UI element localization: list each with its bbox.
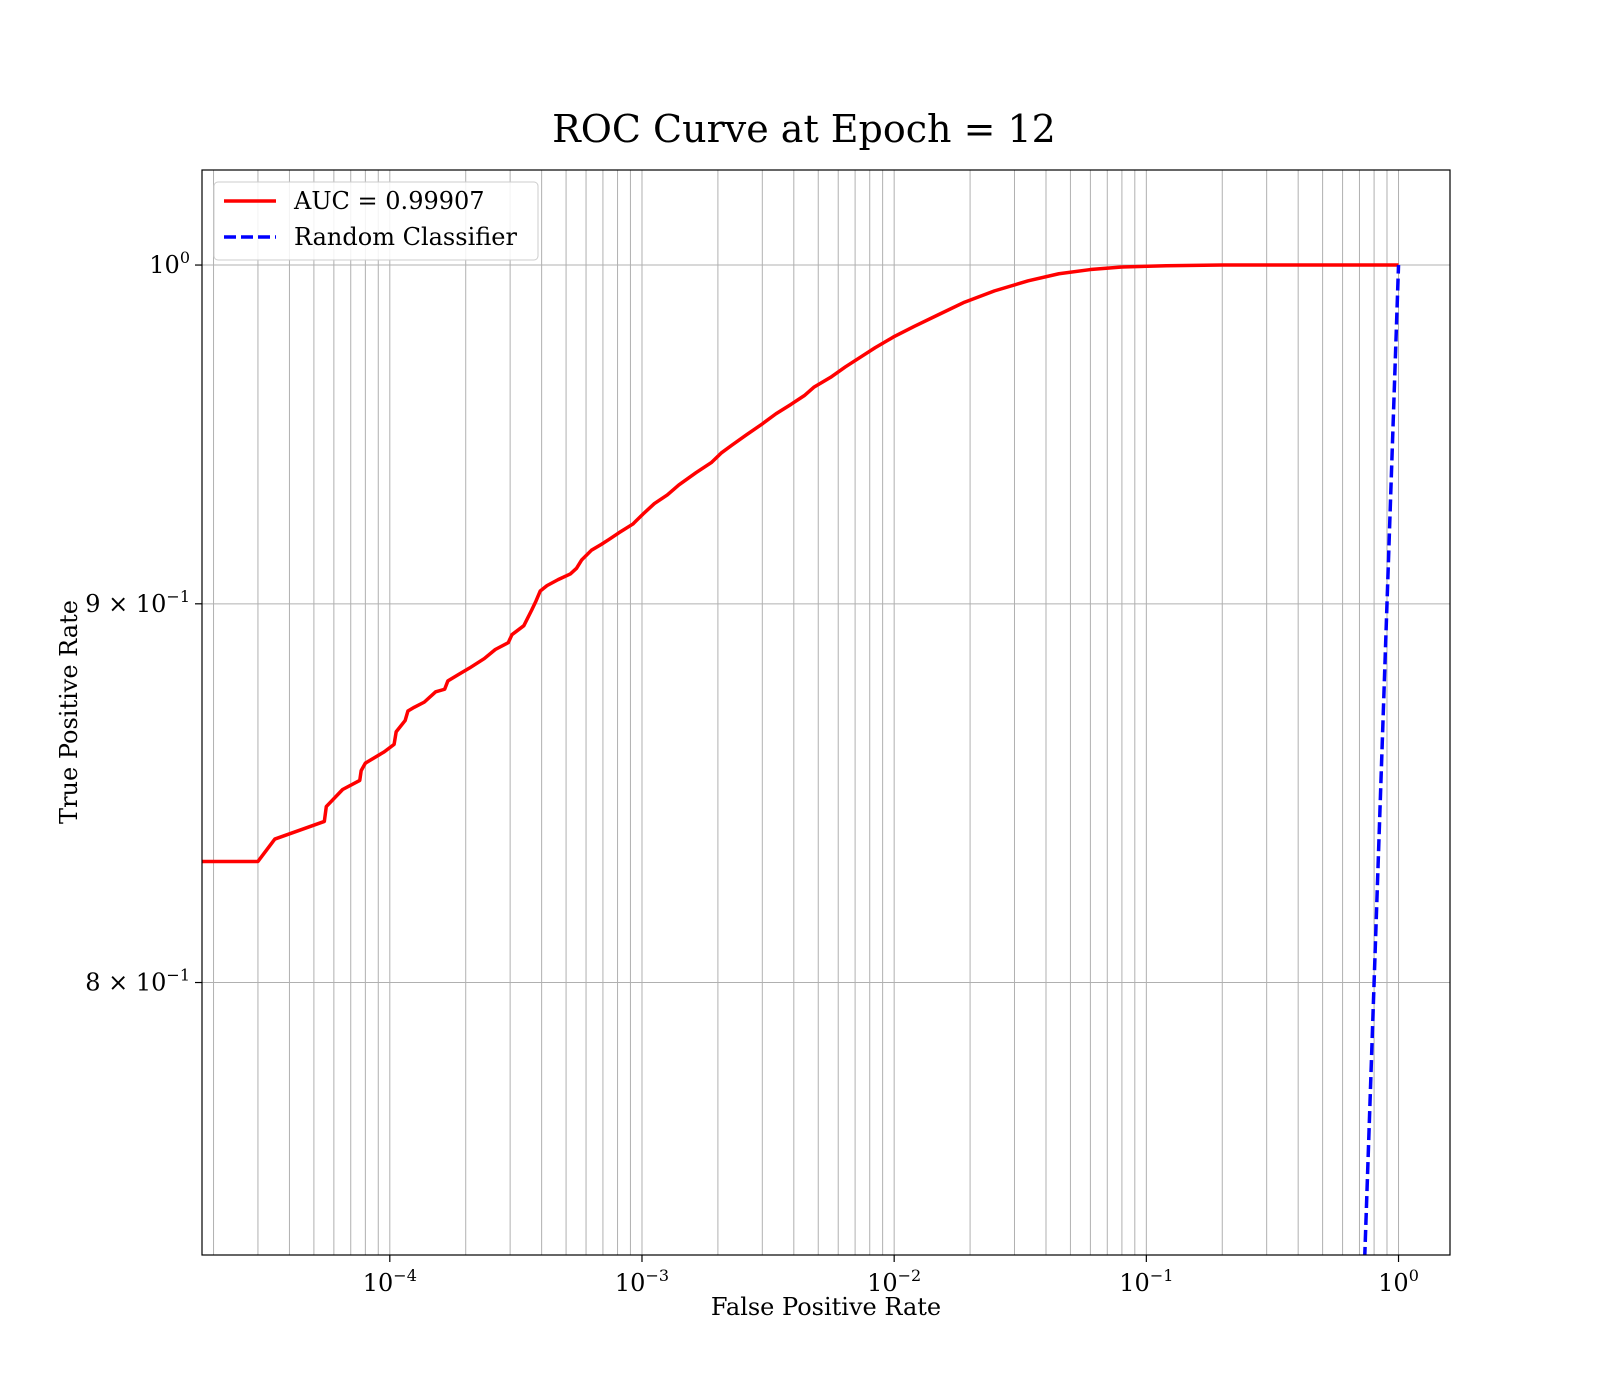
x-tick-label: 10−2 — [867, 1266, 921, 1297]
legend-label-random: Random Classifier — [294, 223, 517, 251]
legend: AUC = 0.99907 Random Classifier — [213, 181, 539, 261]
chart-title: ROC Curve at Epoch = 12 — [552, 107, 1056, 151]
x-tick-label: 10−3 — [615, 1266, 669, 1297]
x-tick-label: 10−1 — [1119, 1266, 1173, 1297]
y-axis-label: True Positive Rate — [55, 600, 83, 824]
x-tick-label: 100 — [1378, 1266, 1419, 1297]
x-axis-label: False Positive Rate — [711, 1293, 941, 1321]
axes-frame — [201, 169, 1451, 1256]
series-line-auc — [202, 263, 1399, 864]
y-tick-label: 8 × 10−1 — [85, 966, 190, 997]
plot-area — [202, 263, 1401, 1255]
legend-box — [213, 181, 539, 261]
series-line-random — [1363, 264, 1401, 1255]
grid — [202, 170, 1450, 1255]
y-tick-label: 100 — [149, 248, 190, 279]
y-tick-label: 9 × 10−1 — [85, 587, 190, 618]
tick-labels: 10−4 10−3 10−2 10−1 100 100 9 × 10−1 8 × 10−1 — [85, 248, 1419, 1297]
legend-label-auc: AUC = 0.99907 — [293, 187, 485, 215]
x-tick-label: 10−4 — [363, 1266, 417, 1297]
